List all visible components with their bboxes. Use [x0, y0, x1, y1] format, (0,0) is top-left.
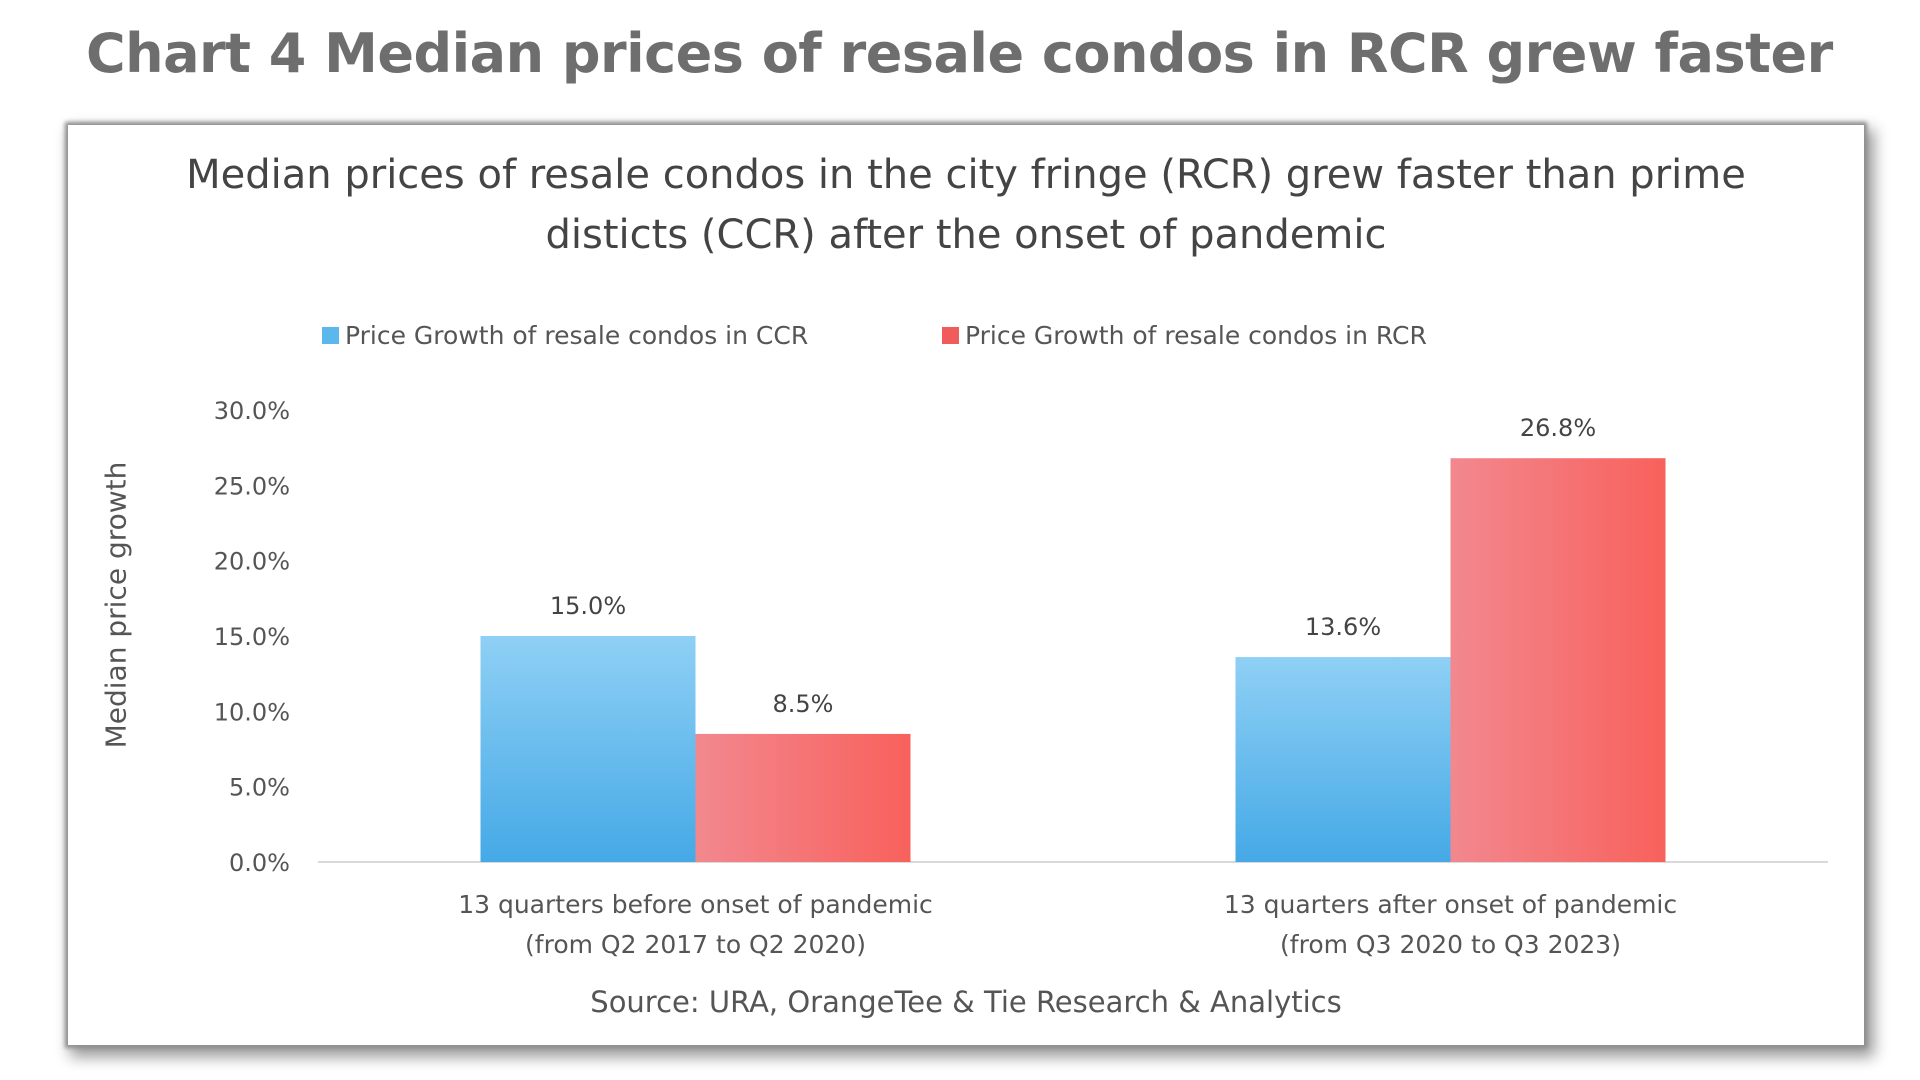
bar: [480, 636, 696, 862]
chart-heading: Chart 4 Median prices of resale condos i…: [86, 22, 1833, 85]
bar: [1450, 458, 1666, 862]
legend-item-rcr: Price Growth of resale condos in RCR: [942, 321, 1427, 350]
plot-area: 0.0% 5.0% 10.0% 15.0% 20.0% 25.0% 30.0% 15.0% 8.…: [214, 397, 1828, 959]
plot-title-line-1: Median prices of resale condos in the ci…: [186, 152, 1746, 198]
chart-panel: Median prices of resale condos in the ci…: [68, 125, 1864, 1045]
y-tick-label: 10.0%: [214, 698, 290, 726]
legend-item-ccr: Price Growth of resale condos in CCR: [322, 321, 808, 350]
data-label: 26.8%: [1520, 414, 1596, 442]
y-tick-label: 20.0%: [214, 548, 290, 576]
y-tick-label: 5.0%: [229, 774, 290, 802]
plot-title: Median prices of resale condos in the ci…: [68, 145, 1864, 265]
y-tick-label: 0.0%: [229, 849, 290, 877]
legend-swatch-rcr: [942, 327, 959, 344]
source-note: Source: URA, OrangeTee & Tie Research & …: [590, 985, 1342, 1019]
x-tick-label: (from Q3 2020 to Q3 2023): [1280, 930, 1621, 959]
y-tick-label: 25.0%: [214, 472, 290, 500]
data-label: 8.5%: [773, 690, 834, 718]
x-tick-label: (from Q2 2017 to Q2 2020): [525, 930, 866, 959]
plot-title-line-2: disticts (CCR) after the onset of pandem…: [545, 212, 1387, 258]
y-tick-label: 15.0%: [214, 623, 290, 651]
legend-label-rcr: Price Growth of resale condos in RCR: [965, 321, 1427, 350]
bar: [1235, 657, 1451, 862]
legend-label-ccr: Price Growth of resale condos in CCR: [345, 321, 809, 350]
legend-swatch-ccr: [322, 327, 339, 344]
x-tick-label: 13 quarters before onset of pandemic: [458, 890, 933, 919]
y-tick-label: 30.0%: [214, 397, 290, 425]
data-label: 13.6%: [1305, 613, 1381, 641]
bar: [695, 733, 911, 862]
data-label: 15.0%: [550, 592, 626, 620]
x-tick-label: 13 quarters after onset of pandemic: [1224, 890, 1677, 919]
